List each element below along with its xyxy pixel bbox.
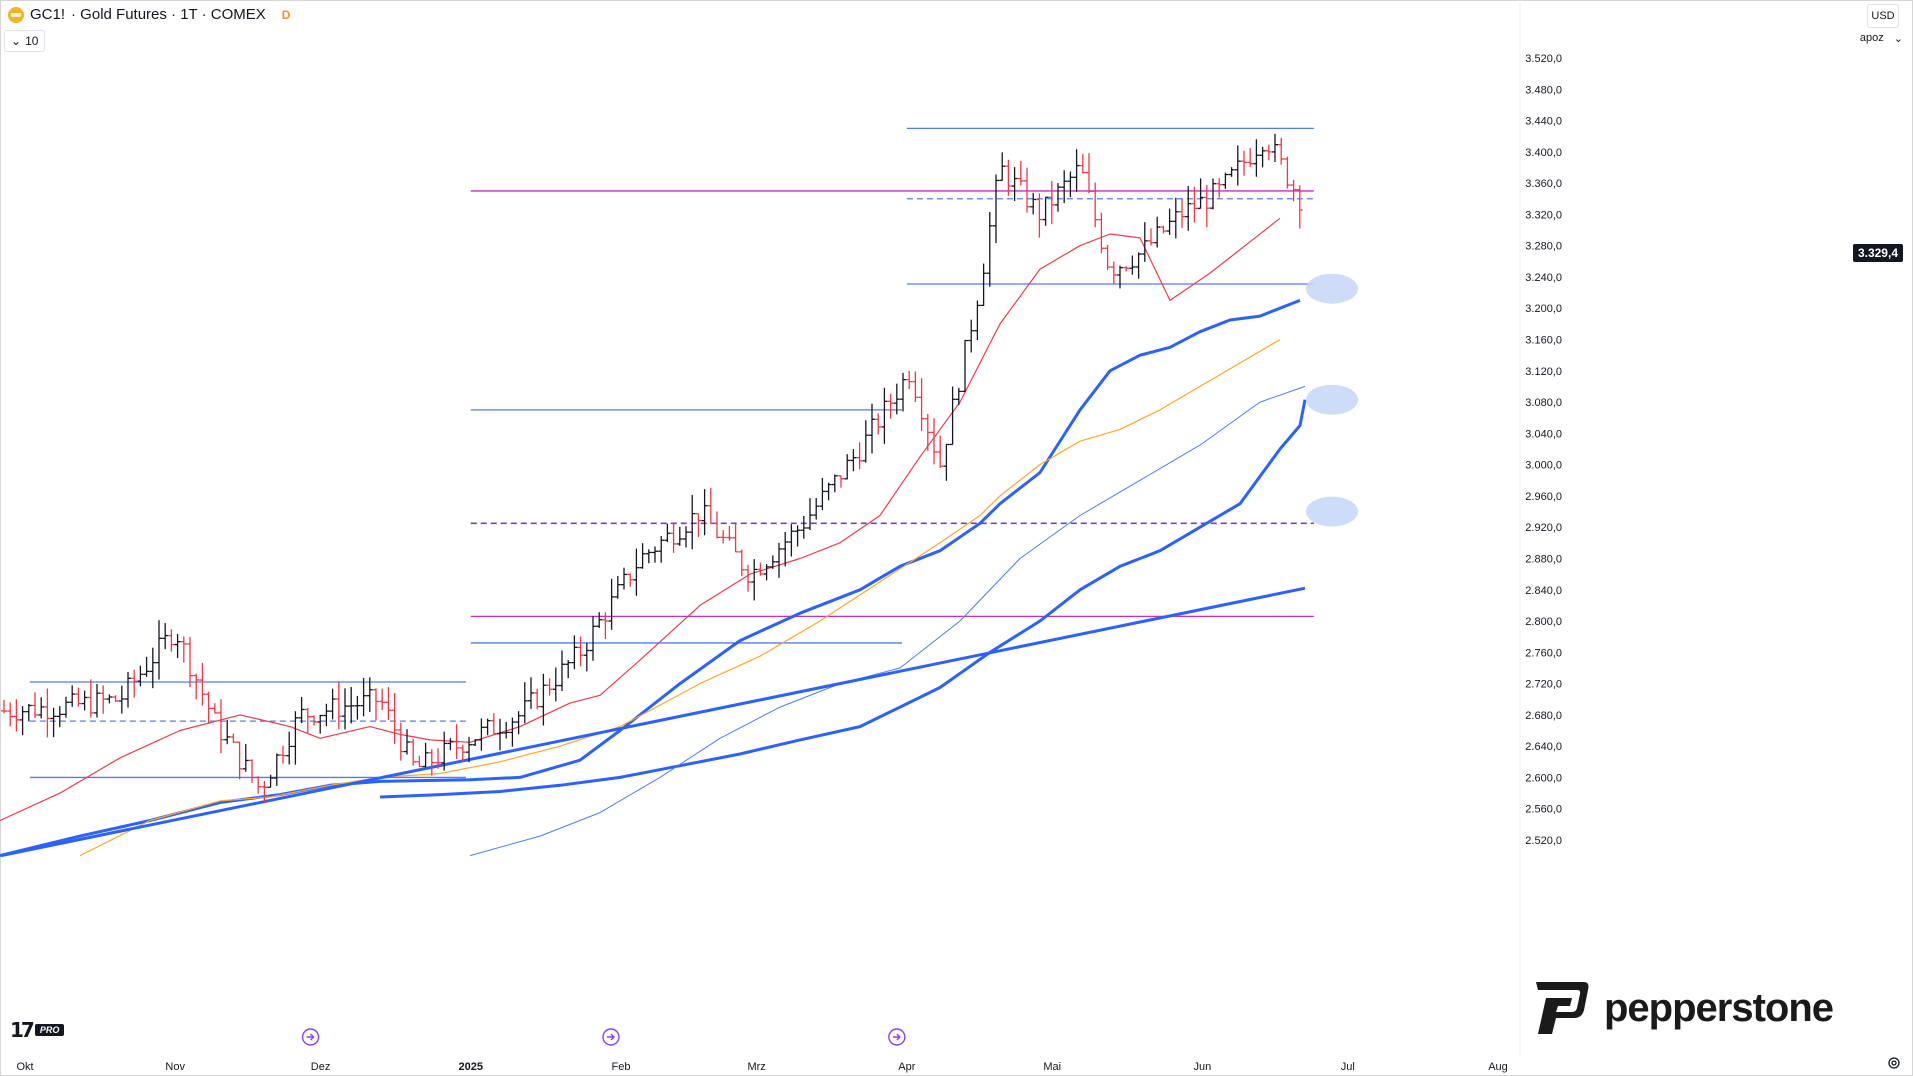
moving-average-line xyxy=(469,385,1306,857)
y-tick-label: 3.520,0 xyxy=(1525,53,1562,65)
y-tick-label: 2.680,0 xyxy=(1525,710,1562,722)
y-tick-label: 3.400,0 xyxy=(1525,147,1562,159)
last-price-tag: 3.329,4 xyxy=(1852,244,1903,262)
event-arrow-glyph xyxy=(892,1033,901,1041)
y-tick-label: 2.800,0 xyxy=(1525,616,1562,628)
x-tick-label: Aug xyxy=(1488,1061,1508,1073)
tradingview-logo[interactable]: 17 PRO xyxy=(10,1018,65,1042)
tradingview-mark-icon: 17 xyxy=(10,1018,35,1042)
y-tick-label: 2.640,0 xyxy=(1525,741,1562,753)
pepperstone-wordmark: pepperstone xyxy=(1604,985,1834,1030)
x-tick-label: Nov xyxy=(165,1061,185,1073)
moving-average-line xyxy=(79,338,1281,857)
indicators-collapse-button[interactable]: ⌄ 10 xyxy=(4,30,46,52)
y-tick-label: 3.320,0 xyxy=(1525,209,1562,221)
moving-average-line xyxy=(379,399,1307,799)
y-tick-label: 2.920,0 xyxy=(1525,522,1562,534)
indicators-count: 10 xyxy=(25,34,39,48)
scale-mode-selector[interactable]: apoz ⌄ xyxy=(1860,32,1903,45)
y-tick-label: 3.000,0 xyxy=(1525,460,1562,472)
moving-average-line xyxy=(0,217,1281,822)
pepperstone-logo: pepperstone xyxy=(1528,976,1834,1040)
y-tick-label: 3.080,0 xyxy=(1525,397,1562,409)
y-tick-label: 2.520,0 xyxy=(1525,835,1562,847)
chevron-down-icon: ⌄ xyxy=(11,34,22,48)
symbol-title: · Gold Futures · 1T · COMEX xyxy=(71,6,266,23)
symbol-name[interactable]: GC1! xyxy=(30,6,66,23)
currency-label: USD xyxy=(1871,10,1895,22)
x-tick-label: Dez xyxy=(311,1061,331,1073)
x-tick-label: Feb xyxy=(611,1061,630,1073)
currency-selector[interactable]: USD xyxy=(1867,4,1899,28)
scale-mode-label: apoz xyxy=(1859,32,1884,44)
moving-average-line xyxy=(0,586,1306,858)
x-tick-label: Mai xyxy=(1043,1061,1061,1073)
y-tick-label: 3.440,0 xyxy=(1525,116,1562,128)
y-tick-label: 3.480,0 xyxy=(1525,84,1562,96)
x-tick-label: Jun xyxy=(1194,1061,1212,1073)
y-tick-label: 2.840,0 xyxy=(1525,585,1562,597)
delayed-badge[interactable]: D xyxy=(281,7,291,22)
gold-coin-icon xyxy=(8,6,24,23)
x-tick-label: Okt xyxy=(16,1061,33,1073)
x-tick-label: Jul xyxy=(1341,1061,1355,1073)
y-tick-label: 3.280,0 xyxy=(1525,241,1562,253)
y-tick-label: 3.120,0 xyxy=(1525,366,1562,378)
chevron-down-icon: ⌄ xyxy=(1893,33,1903,45)
y-tick-label: 2.760,0 xyxy=(1525,647,1562,659)
symbol-header[interactable]: GC1! · Gold Futures · 1T · COMEX D xyxy=(8,6,290,23)
y-tick-label: 2.560,0 xyxy=(1525,804,1562,816)
y-tick-label: 3.200,0 xyxy=(1525,303,1562,315)
highlight-ellipse xyxy=(1306,384,1358,415)
y-tick-label: 3.040,0 xyxy=(1525,428,1562,440)
highlight-ellipse xyxy=(1306,273,1358,304)
highlight-ellipse xyxy=(1306,496,1358,527)
event-arrow-glyph xyxy=(306,1033,315,1041)
y-tick-label: 3.240,0 xyxy=(1525,272,1562,284)
tv-pro-badge: PRO xyxy=(34,1024,65,1036)
x-tick-label: Apr xyxy=(898,1061,915,1073)
x-tick-label: Mrz xyxy=(747,1061,765,1073)
y-tick-label: 2.960,0 xyxy=(1525,491,1562,503)
y-tick-label: 3.360,0 xyxy=(1525,178,1562,190)
y-tick-label: 2.720,0 xyxy=(1525,679,1562,691)
pepperstone-mark-icon xyxy=(1536,982,1589,1034)
settings-icon[interactable] xyxy=(1887,1056,1901,1070)
y-tick-label: 3.160,0 xyxy=(1525,335,1562,347)
x-tick-label: 2025 xyxy=(459,1061,483,1073)
y-tick-label: 2.880,0 xyxy=(1525,553,1562,565)
y-tick-label: 2.600,0 xyxy=(1525,772,1562,784)
event-arrow-glyph xyxy=(606,1033,615,1041)
